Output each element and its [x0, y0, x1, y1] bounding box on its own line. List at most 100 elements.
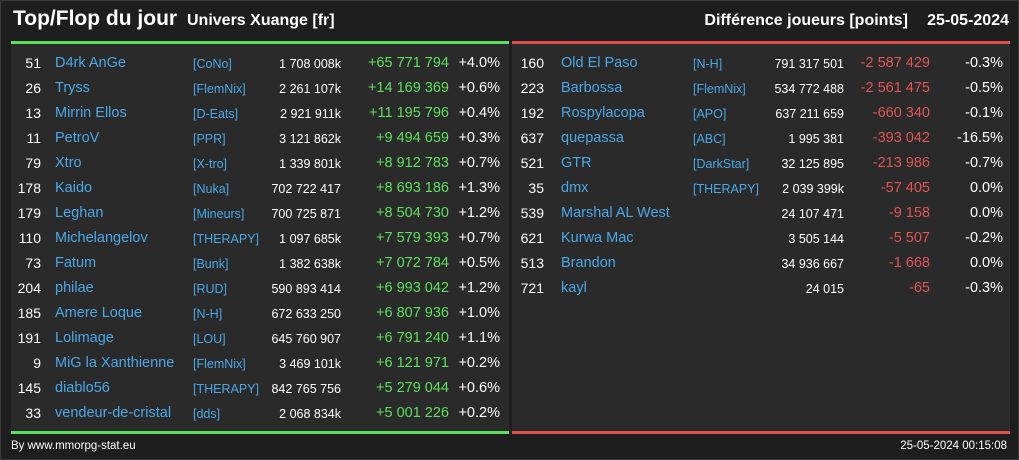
top-row: 51 D4rk AnGe [CoNo] 1 708 008k +65 771 794 +4… [11, 51, 509, 76]
alliance-tag-link[interactable]: [Nuka] [193, 182, 230, 196]
percent-change: +1.0% [458, 305, 500, 321]
percent-change: 0.0% [969, 180, 1003, 196]
player-name-link[interactable]: vendeur-de-cristal [55, 405, 172, 421]
flop-row: 721 kayl 24 015 -65 -0.3% [512, 276, 1010, 301]
page-title: Top/Flop du jour [13, 7, 178, 30]
points-difference: +11 195 796 [369, 105, 449, 121]
player-rank: 621 [520, 230, 544, 246]
player-name-link[interactable]: Mirrin Ellos [55, 105, 127, 121]
player-name-link[interactable]: Old El Paso [561, 55, 638, 71]
player-points: 2 068 834k [279, 407, 341, 421]
percent-change: +0.6% [458, 380, 500, 396]
player-points: 791 317 501 [774, 57, 844, 71]
player-name-link[interactable]: MiG la Xanthienne [55, 355, 175, 371]
alliance-tag-link[interactable]: [THERAPY] [193, 382, 259, 396]
points-difference: +65 771 794 [367, 55, 449, 71]
player-name-link[interactable]: D4rk AnGe [55, 55, 126, 71]
metric-label: Différence joueurs [points] [704, 12, 908, 29]
percent-change: +1.2% [458, 205, 500, 221]
player-points: 534 772 488 [774, 82, 844, 96]
top-row: 145 diablo56 [THERAPY] 842 765 756 +5 279 04… [11, 376, 509, 401]
flop-row: 192 Rospylacopa [APO] 637 211 659 -660 340 -0… [512, 101, 1010, 126]
percent-change: -0.2% [965, 230, 1003, 246]
top-row: 33 vendeur-de-cristal [dds] 2 068 834k +5 00… [11, 401, 509, 426]
points-difference: -213 986 [872, 155, 930, 171]
player-name-link[interactable]: GTR [561, 155, 592, 171]
player-rank: 185 [17, 305, 41, 321]
percent-change: -0.3% [965, 280, 1003, 296]
top-row: 11 PetroV [PPR] 3 121 862k +9 494 659 +0.3% [11, 126, 509, 151]
player-name-link[interactable]: quepassa [561, 130, 624, 146]
percent-change: +1.2% [458, 280, 500, 296]
points-difference: +8 912 783 [376, 155, 449, 171]
player-name-link[interactable]: Marshal AL West [561, 205, 670, 221]
player-name-link[interactable]: Brandon [561, 255, 616, 271]
alliance-tag-link[interactable]: [LOU] [193, 332, 226, 346]
alliance-tag-link[interactable]: [THERAPY] [193, 232, 259, 246]
alliance-tag-link[interactable]: [X-tro] [193, 157, 228, 171]
player-points: 702 722 417 [271, 182, 341, 196]
alliance-tag-link[interactable]: [DarkStar] [693, 157, 750, 171]
player-rank: 51 [25, 55, 41, 71]
player-name-link[interactable]: kayl [561, 280, 587, 296]
player-name-link[interactable]: Leghan [55, 205, 104, 221]
alliance-tag-link[interactable]: [CoNo] [193, 57, 232, 71]
player-points: 3 121 862k [279, 132, 341, 146]
alliance-tag-link[interactable]: [N-H] [693, 57, 723, 71]
top-panel: 51 D4rk AnGe [CoNo] 1 708 008k +65 771 794 +4… [11, 41, 509, 434]
player-points: 1 339 801k [279, 157, 341, 171]
player-name-link[interactable]: Fatum [55, 255, 97, 271]
player-name-link[interactable]: Amere Loque [55, 305, 143, 321]
player-rank: 73 [25, 255, 41, 271]
points-difference: +6 121 971 [376, 355, 449, 371]
points-difference: -9 158 [888, 205, 930, 221]
flop-panel: 160 Old El Paso [N-H] 791 317 501 -2 587 429… [512, 41, 1010, 434]
player-name-link[interactable]: Barbossa [561, 80, 623, 96]
percent-change: +0.4% [458, 105, 500, 121]
player-name-link[interactable]: PetroV [55, 130, 100, 146]
alliance-tag-link[interactable]: [Bunk] [193, 257, 229, 271]
points-difference: +7 579 393 [376, 230, 449, 246]
percent-change: +0.2% [458, 405, 500, 421]
alliance-tag-link[interactable]: [D-Eats] [193, 107, 239, 121]
player-name-link[interactable]: Kaido [55, 180, 93, 196]
percent-change: -0.3% [965, 55, 1003, 71]
alliance-tag-link[interactable]: [Mineurs] [193, 207, 245, 221]
points-difference: +6 791 240 [376, 330, 449, 346]
player-points: 1 708 008k [279, 57, 341, 71]
alliance-tag-link[interactable]: [FlemNix] [193, 82, 246, 96]
player-name-link[interactable]: philae [55, 280, 94, 296]
universe-label: Univers Xuange [fr] [187, 12, 335, 29]
player-name-link[interactable]: Kurwa Mac [561, 230, 634, 246]
player-name-link[interactable]: diablo56 [55, 380, 110, 396]
player-points: 637 211 659 [775, 107, 844, 121]
alliance-tag-link[interactable]: [dds] [193, 407, 221, 421]
player-name-link[interactable]: Michelangelov [55, 230, 148, 246]
alliance-tag-link[interactable]: [FlemNix] [193, 357, 246, 371]
top-row: 204 philae [RUD] 590 893 414 +6 993 042 +1.2% [11, 276, 509, 301]
player-rank: 223 [520, 80, 544, 96]
flop-row: 223 Barbossa [FlemNix] 534 772 488 -2 561 47… [512, 76, 1010, 101]
alliance-tag-link[interactable]: [FlemNix] [693, 82, 746, 96]
top-row: 191 Lolimage [LOU] 645 760 907 +6 791 240 +1.… [11, 326, 509, 351]
points-difference: +5 001 226 [376, 405, 449, 421]
points-difference: -65 [909, 280, 930, 296]
alliance-tag-link[interactable]: [RUD] [193, 282, 228, 296]
player-name-link[interactable]: Rospylacopa [561, 105, 645, 121]
player-name-link[interactable]: Lolimage [55, 330, 114, 346]
player-name-link[interactable]: dmx [561, 180, 589, 196]
alliance-tag-link[interactable]: [APO] [693, 107, 727, 121]
alliance-tag-link[interactable]: [PPR] [193, 132, 226, 146]
percent-change: +4.0% [458, 55, 500, 71]
player-points: 590 893 414 [271, 282, 341, 296]
player-name-link[interactable]: Tryss [55, 80, 90, 96]
alliance-tag-link[interactable]: [THERAPY] [693, 182, 759, 196]
player-points: 842 765 756 [271, 382, 341, 396]
flop-row: 521 GTR [DarkStar] 32 125 895 -213 986 -0.7% [512, 151, 1010, 176]
player-rank: 204 [17, 280, 41, 296]
player-name-link[interactable]: Xtro [55, 155, 82, 171]
alliance-tag-link[interactable]: [N-H] [193, 307, 223, 321]
points-difference: +8 693 186 [376, 180, 449, 196]
flop-row: 513 Brandon 34 936 667 -1 668 0.0% [512, 251, 1010, 276]
alliance-tag-link[interactable]: [ABC] [693, 132, 726, 146]
